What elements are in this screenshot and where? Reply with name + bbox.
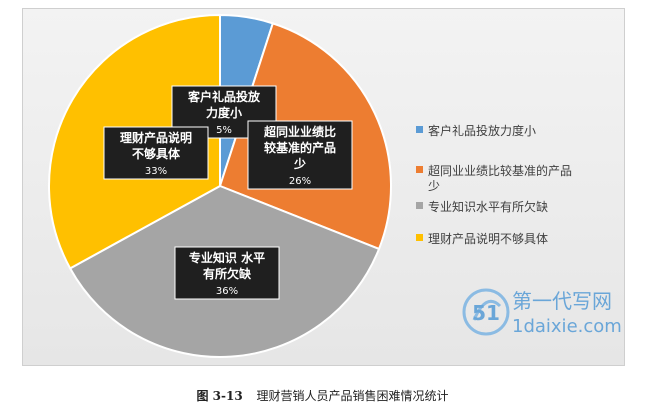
data-label-4: 理财产品说明不够具体 33%	[103, 126, 209, 180]
figure-caption: 图 3-13 理财营销人员产品销售困难情况统计	[0, 387, 645, 404]
watermark-logo-text: 51	[472, 301, 500, 325]
watermark-logo-icon: 51	[462, 288, 510, 336]
legend-label: 少	[428, 179, 440, 193]
legend-swatch	[416, 202, 423, 209]
watermark-brand: 第一代写网	[512, 289, 612, 313]
chart-frame: 客户礼品投放 力度小 5% 超同业业绩比 较基准的产品少 26% 专业知识 水平 有所欠缺 36…	[22, 8, 625, 366]
legend-swatch	[416, 166, 423, 173]
data-label-text: 不够具体	[132, 146, 181, 161]
data-label-text: 有所欠缺	[203, 266, 252, 281]
legend-swatch	[416, 126, 423, 133]
watermark: 51 第一代写网 1daixie.com	[462, 288, 622, 337]
data-label-text: 少	[293, 156, 306, 171]
data-label-text: 理财产品说明	[120, 130, 192, 145]
data-label-percent: 5%	[216, 125, 232, 136]
data-label-3: 专业知识 水平有所欠缺 36%	[174, 246, 280, 300]
legend-item-1: 客户礼品投放力度小	[416, 123, 536, 138]
data-label-percent: 33%	[145, 166, 167, 177]
data-label-text: 客户礼品投放	[187, 89, 261, 104]
data-label-text: 力度小	[206, 105, 242, 120]
data-label-text: 超同业业绩比	[263, 124, 336, 139]
legend-label: 超同业业绩比较基准的产品	[428, 163, 572, 178]
data-label-text: 专业知识 水平	[189, 250, 265, 265]
data-label-box	[247, 120, 353, 190]
legend-label: 客户礼品投放力度小	[428, 123, 536, 138]
legend-label: 理财产品说明不够具体	[428, 231, 548, 246]
legend-item-4: 理财产品说明不够具体	[416, 231, 548, 246]
data-label-box	[103, 126, 209, 180]
legend-item-3: 专业知识水平有所欠缺	[416, 199, 548, 214]
data-label-percent: 26%	[289, 176, 311, 187]
legend-swatch	[416, 234, 423, 241]
data-label-box	[174, 246, 280, 300]
watermark-url: 1daixie.com	[512, 316, 622, 337]
legend-label: 专业知识水平有所欠缺	[428, 199, 548, 214]
figure-caption-text: 理财营销人员产品销售困难情况统计	[256, 389, 449, 403]
data-label-text: 较基准的产品	[264, 140, 336, 155]
figure-number: 图 3-13	[196, 389, 243, 403]
data-label-percent: 36%	[216, 286, 238, 297]
